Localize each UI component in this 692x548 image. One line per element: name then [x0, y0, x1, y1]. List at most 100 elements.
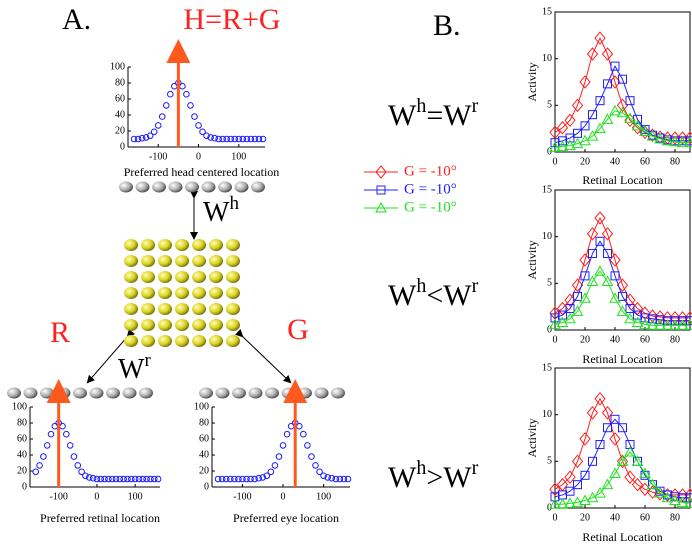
- neuron: [158, 271, 172, 283]
- x-tick-label: 100: [231, 151, 246, 162]
- data-point: [70, 453, 78, 460]
- legend-label: G = -10°: [404, 199, 457, 215]
- data-point: [82, 472, 89, 480]
- y-tick-label: 0: [120, 141, 125, 152]
- neuron: [122, 387, 137, 399]
- x-tick-label: 60: [640, 512, 650, 523]
- data-point: [167, 90, 174, 98]
- data-point: [112, 475, 120, 483]
- y-tick-label: 10: [542, 409, 552, 420]
- x-tick-label: 80: [670, 334, 680, 345]
- data-point: [312, 462, 319, 469]
- data-point: [654, 132, 666, 144]
- x-axis-label: Preferred head centered location: [124, 165, 280, 179]
- legend-marker: [376, 185, 386, 195]
- x-tick-label: 100: [128, 491, 143, 502]
- data-point: [609, 432, 621, 446]
- x-tick-label: 80: [670, 512, 680, 523]
- data-point: [654, 319, 666, 330]
- chart: 0 5 10 15 0 20 40 60 80 Retinal Location Activity: [525, 362, 692, 544]
- data-point: [646, 478, 659, 490]
- data-point: [36, 462, 43, 469]
- data-point: [138, 134, 146, 142]
- equation-part: h: [416, 457, 426, 479]
- x-tick-label: 60: [640, 156, 650, 167]
- data-point: [139, 475, 147, 483]
- x-tick-label: 40: [610, 334, 620, 345]
- data-point: [47, 430, 55, 438]
- data-point: [616, 454, 629, 469]
- weight-sup: h: [229, 193, 239, 214]
- data-point: [661, 491, 674, 503]
- neuron: [89, 387, 104, 399]
- data-point: [676, 136, 689, 148]
- chart: 0 5 10 15 0 20 40 60 80 Retinal Location Activity: [525, 184, 692, 366]
- equation-part: W: [388, 279, 417, 312]
- neuron: [124, 239, 138, 251]
- data-point: [89, 474, 97, 482]
- y-axis-label: Activity: [525, 418, 539, 457]
- y-tick-label: 80: [199, 417, 209, 428]
- data-point: [594, 392, 606, 406]
- neuron: [218, 181, 232, 193]
- data-point: [324, 474, 331, 481]
- data-point: [215, 135, 222, 143]
- data-point: [669, 135, 681, 147]
- chart: 0 20 40 60 80 100 -100 0 100 Preferred head cente…: [110, 39, 280, 179]
- data-point: [601, 275, 614, 286]
- x-tick-label: 20: [580, 512, 590, 523]
- data-point: [199, 128, 206, 136]
- neuron: [158, 287, 172, 299]
- data-point: [340, 475, 348, 483]
- y-tick-label: 100: [12, 401, 27, 412]
- neuron: [192, 255, 206, 267]
- data-point: [580, 470, 590, 480]
- data-point: [211, 134, 218, 142]
- data-point: [158, 113, 166, 120]
- data-point: [603, 79, 612, 89]
- data-point: [601, 478, 614, 490]
- neuron: [175, 303, 189, 315]
- equation-part: <W: [426, 279, 472, 312]
- data-point: [669, 494, 681, 506]
- x-tick-label: 0: [553, 334, 558, 345]
- neuron: [106, 387, 120, 399]
- equation-part: W: [388, 461, 417, 494]
- data-point: [227, 135, 235, 143]
- data-point: [549, 141, 561, 152]
- data-point: [556, 120, 569, 135]
- x-tick-label: 80: [670, 156, 680, 167]
- data-point: [243, 135, 251, 143]
- data-point: [558, 310, 567, 320]
- x-tick-label: 40: [610, 512, 620, 523]
- equation-part: h: [416, 275, 426, 297]
- data-point: [624, 112, 636, 123]
- data-point: [187, 102, 194, 109]
- data-point: [684, 488, 692, 502]
- x-tick-label: 40: [610, 156, 620, 167]
- x-axis-label: Preferred retinal location: [40, 511, 160, 525]
- data-point: [239, 135, 247, 143]
- data-point: [580, 121, 590, 131]
- legend-label: G = -10°: [404, 163, 457, 179]
- data-point: [565, 486, 575, 496]
- data-point: [586, 275, 599, 286]
- data-point: [251, 475, 258, 483]
- neuron: [192, 319, 206, 331]
- neuron: [298, 387, 312, 399]
- data-point: [601, 47, 614, 61]
- data-point: [579, 292, 591, 303]
- neuron: [226, 335, 240, 347]
- data-point: [336, 475, 344, 483]
- x-tick-label: 20: [580, 334, 590, 345]
- data-line: [554, 216, 690, 319]
- neuron: [158, 335, 172, 347]
- data-point: [646, 130, 659, 141]
- plot-frame: [554, 189, 691, 331]
- data-point: [85, 474, 93, 481]
- data-point: [239, 475, 246, 483]
- neuron: [175, 239, 189, 251]
- data-point: [263, 472, 271, 480]
- data-point: [571, 496, 584, 507]
- data-point: [162, 102, 170, 109]
